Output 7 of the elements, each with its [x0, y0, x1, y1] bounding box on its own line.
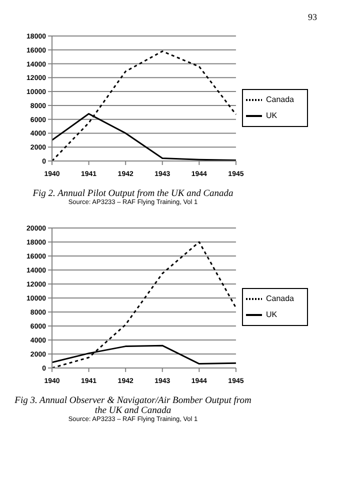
text: Fig 3. Annual Observer & Navigator/Air Bomber Output from the UK and Canada — [14, 396, 252, 416]
legend-label: Canada — [266, 294, 294, 304]
legend-label: UK — [266, 110, 278, 120]
legend-label: Canada — [266, 94, 294, 104]
text: Fig 2. Annual Pilot Output from the UK and Canada — [32, 189, 234, 199]
text: 93 — [307, 12, 318, 24]
legend-label: UK — [266, 310, 278, 320]
